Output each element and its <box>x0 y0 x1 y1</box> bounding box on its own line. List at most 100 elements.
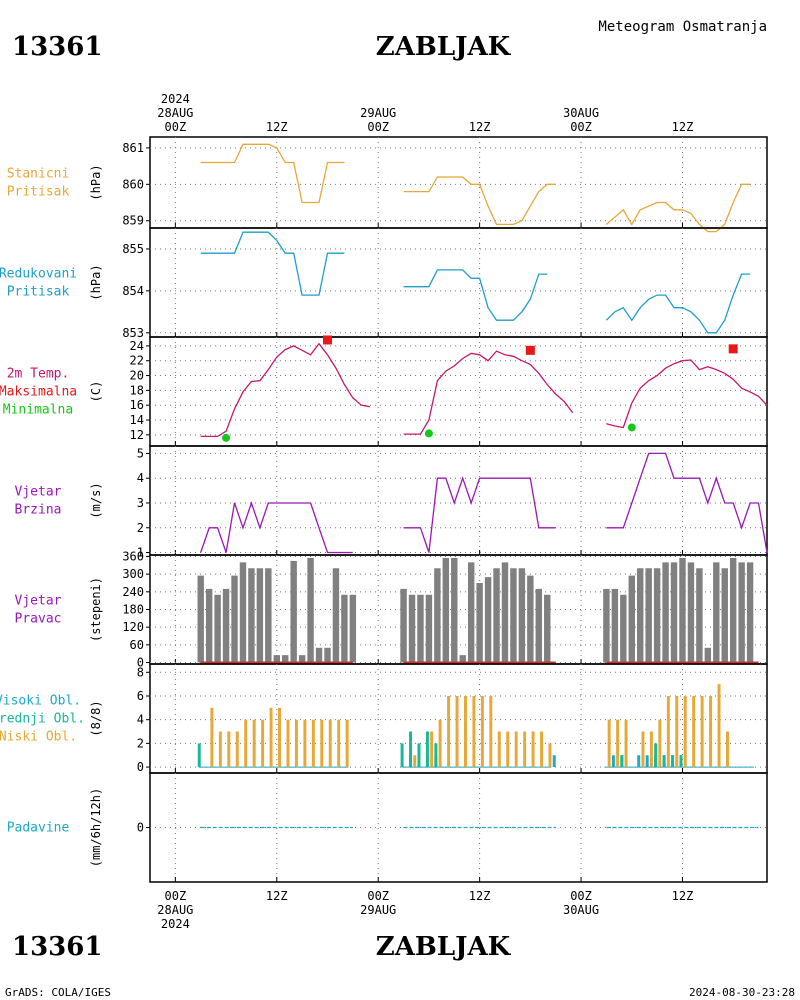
cloud-bar <box>472 695 476 768</box>
panel-label: Niski Obl. <box>0 730 77 745</box>
reduced-pressure-line <box>605 273 751 334</box>
panel-label: 2m Temp. <box>7 367 70 382</box>
y-tick-label: 12 <box>130 428 144 442</box>
cloud-bar <box>463 695 467 768</box>
station-name-top: ZABLJAK <box>376 32 512 62</box>
cloud-bar <box>671 755 675 768</box>
wind-direction-bar <box>653 568 661 663</box>
bottom-time-label: 12Z <box>469 889 491 903</box>
wind-direction-bar <box>535 588 543 663</box>
cloud-bar <box>607 719 611 768</box>
y-tick-label: 24 <box>130 339 144 353</box>
cloud-bar <box>683 695 687 768</box>
y-tick-label: 0 <box>137 821 144 835</box>
y-axis-label: (hPa) <box>89 264 103 300</box>
panel-label: Vjetar <box>15 485 62 500</box>
wind-direction-bar <box>713 562 720 663</box>
wind-direction-bar <box>290 560 297 663</box>
wind-direction-bar <box>214 594 221 663</box>
y-tick-label: 0 <box>137 760 144 774</box>
cloud-bar <box>320 719 324 768</box>
min-temp-marker <box>222 433 231 442</box>
bottom-time-label: 12Z <box>672 889 694 903</box>
cloud-bar <box>337 719 341 768</box>
y-tick-label: 861 <box>122 141 144 155</box>
y-tick-label: 14 <box>130 413 144 427</box>
cloud-bar <box>675 695 679 768</box>
wind-direction-bar <box>256 568 264 663</box>
y-tick-label: 5 <box>137 446 144 460</box>
top-time-label: 30AUG <box>563 106 599 120</box>
y-tick-label: 6 <box>137 689 144 703</box>
max-temp-marker <box>728 344 738 354</box>
wind-direction-bar <box>467 562 475 663</box>
cloud-bar <box>480 695 484 768</box>
wind-direction-bar <box>729 557 737 663</box>
cloud-bar <box>540 731 544 768</box>
wind-speed-line <box>606 452 768 553</box>
cloud-bar <box>497 731 501 768</box>
reduced-pressure-frame <box>149 227 768 338</box>
wind-direction-bar <box>603 588 610 663</box>
station-pressure-panel: 859 860 861 (hPa) Stanicni Pritisak <box>7 136 768 233</box>
bottom-time-label: 12Z <box>266 889 288 903</box>
cloud-bar <box>717 684 721 768</box>
wind-speed-line <box>200 500 353 554</box>
y-tick-label: 300 <box>122 567 144 581</box>
wind-direction-bar <box>544 594 551 663</box>
wind-direction-bar <box>349 594 357 663</box>
wind-direction-bar <box>484 577 492 663</box>
panel-label: Maksimalna <box>0 385 77 400</box>
wind-direction-bar <box>620 594 627 663</box>
cloud-bar <box>700 695 704 768</box>
y-axis-label: (stepeni) <box>89 577 103 642</box>
cloud-bar <box>244 719 248 768</box>
cloud-bar <box>666 695 670 768</box>
wind-direction-bar <box>510 568 517 663</box>
wind-direction-bar <box>273 655 280 663</box>
wind-direction-bar <box>408 594 416 663</box>
cloud-bar <box>197 743 201 768</box>
station-pressure-line <box>200 143 345 204</box>
cloud-bar <box>345 719 349 768</box>
cloud-bar <box>218 731 222 768</box>
wind-direction-bar <box>265 568 272 663</box>
wind-direction-bar <box>738 562 745 663</box>
station-name-bottom: ZABLJAK <box>376 932 512 962</box>
bottom-time-label: 30AUG <box>563 903 599 917</box>
temperature-line <box>606 359 768 429</box>
reduced-pressure-panel: 853 854 855 (hPa) Redukovani Pritisak <box>0 227 768 340</box>
panel-label: Redukovani <box>0 267 77 282</box>
wind-direction-bar <box>231 575 238 663</box>
wind-direction-bar <box>527 575 534 663</box>
wind-direction-bar <box>222 588 230 663</box>
cloud-bar <box>649 731 653 768</box>
y-axis-label: (mm/6h/12h) <box>89 788 103 867</box>
cloud-bar <box>434 743 438 768</box>
top-time-label: 29AUG <box>360 106 396 120</box>
clouds-panel: 0 2 4 6 8 (8/8) Visoki Obl. Srednji Obl. Niski O… <box>0 663 768 774</box>
y-tick-label: 60 <box>130 638 144 652</box>
min-temp-marker <box>424 429 433 438</box>
wind-direction-bar <box>307 557 314 663</box>
cloud-bar <box>400 743 404 768</box>
wind-direction-bar <box>704 647 712 663</box>
y-axis-label: (hPa) <box>89 164 103 200</box>
cloud-bar <box>430 731 434 768</box>
wind-speed-line <box>403 476 556 553</box>
bottom-time-label: 00Z <box>570 889 592 903</box>
wind-direction-bar <box>670 562 678 663</box>
cloud-bar <box>417 743 421 768</box>
cloud-bar <box>489 695 493 768</box>
wind-direction-bar <box>282 655 289 663</box>
cloud-bar <box>286 719 290 768</box>
cloud-bar <box>438 719 442 768</box>
y-tick-label: 855 <box>122 242 144 256</box>
cloud-bar <box>692 695 696 768</box>
cloud-bar <box>624 719 628 768</box>
cloud-bar <box>709 695 713 768</box>
top-time-label: 00Z <box>570 120 592 134</box>
wind-direction-bar <box>611 588 619 663</box>
top-time-label: 12Z <box>266 120 288 134</box>
y-tick-label: 22 <box>130 354 144 368</box>
